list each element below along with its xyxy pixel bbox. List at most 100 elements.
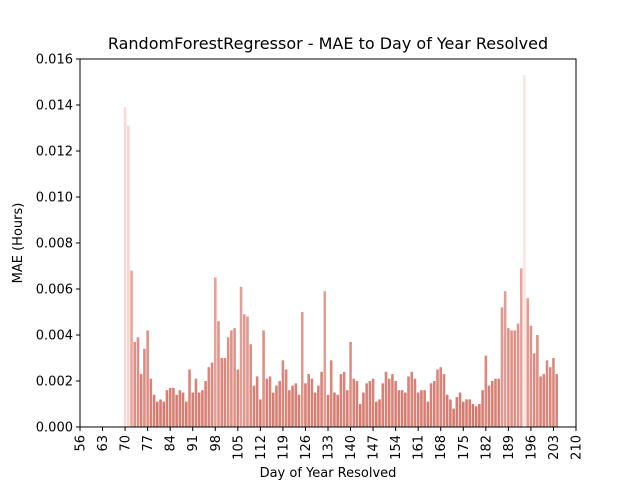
bar — [523, 75, 526, 427]
bar — [236, 369, 240, 427]
bar — [468, 399, 472, 427]
bar — [297, 394, 301, 427]
bar — [342, 371, 346, 427]
y-tick-label: 0.008 — [36, 237, 73, 252]
bar — [362, 392, 365, 427]
bar — [481, 390, 484, 427]
bar — [323, 291, 327, 427]
bar — [381, 383, 385, 427]
bar — [149, 378, 153, 427]
y-tick-label: 0.000 — [36, 421, 73, 436]
x-axis-label: Day of Year Resolved — [260, 466, 397, 480]
bar — [394, 381, 397, 427]
bar — [442, 374, 446, 427]
bar — [465, 399, 468, 427]
bar — [271, 392, 275, 427]
chart-title: RandomForestRegressor - MAE to Day of Ye… — [108, 34, 548, 53]
x-tick-label: 203 — [547, 435, 562, 460]
bar — [162, 401, 166, 427]
bar — [168, 387, 172, 427]
bar — [407, 376, 410, 427]
bar — [365, 383, 368, 427]
bar — [194, 378, 198, 427]
bar — [329, 360, 333, 427]
plot-frame — [79, 58, 577, 428]
bar — [529, 325, 533, 427]
x-tick-label: 133 — [322, 435, 337, 460]
x-tick-label: 98 — [209, 435, 224, 452]
bar — [152, 394, 156, 427]
y-tick-label: 0.002 — [36, 375, 73, 390]
x-tick-label: 154 — [389, 435, 404, 460]
bar — [313, 392, 317, 427]
x-tick-label: 140 — [344, 435, 359, 460]
y-tick-label: 0.016 — [36, 53, 73, 68]
bar — [519, 268, 523, 427]
bar — [259, 399, 262, 427]
bar — [213, 277, 217, 427]
y-tick-label: 0.010 — [36, 191, 73, 206]
bar — [555, 374, 558, 427]
bar — [378, 399, 381, 427]
x-tick-label: 210 — [570, 435, 585, 460]
bar — [552, 358, 555, 427]
bar — [249, 344, 252, 427]
bar — [536, 335, 539, 427]
bar — [265, 378, 269, 427]
bar — [432, 381, 436, 427]
bar — [478, 404, 481, 427]
x-tick-label: 63 — [96, 435, 111, 452]
bar — [349, 341, 352, 427]
bar — [542, 374, 546, 427]
bar — [320, 371, 323, 427]
bar — [136, 337, 140, 427]
bar — [165, 390, 169, 427]
bar — [500, 307, 504, 427]
y-tick-label: 0.012 — [36, 145, 73, 160]
bar — [387, 378, 391, 427]
bar — [458, 392, 462, 427]
bar — [307, 374, 310, 427]
bar — [397, 390, 401, 427]
bar — [410, 371, 414, 427]
bar — [494, 378, 497, 427]
bar — [384, 371, 388, 427]
bar — [336, 394, 339, 427]
bar — [123, 107, 127, 428]
bar — [439, 367, 443, 427]
bar — [474, 406, 478, 427]
bar — [172, 387, 175, 427]
bar — [127, 125, 130, 427]
x-tick-label: 196 — [524, 435, 539, 460]
bar — [487, 385, 491, 427]
bar — [497, 378, 500, 427]
bar — [513, 330, 517, 427]
x-tick-label: 77 — [141, 435, 156, 452]
bar — [420, 390, 423, 427]
bar — [223, 358, 227, 427]
bar — [413, 378, 417, 427]
bar — [526, 298, 529, 427]
bar — [545, 360, 549, 427]
x-tick-label: 119 — [276, 435, 291, 460]
bar — [503, 291, 507, 427]
bar — [455, 397, 459, 427]
bar — [275, 385, 278, 427]
bar — [471, 404, 475, 427]
bar — [252, 385, 256, 427]
bar — [510, 330, 513, 427]
bar — [146, 330, 149, 427]
x-tick-label: 105 — [231, 435, 246, 460]
bar — [339, 374, 343, 427]
bar — [461, 401, 465, 427]
x-tick-label: 168 — [434, 435, 449, 460]
bar — [139, 374, 143, 427]
y-axis-label: MAE (Hours) — [11, 203, 26, 284]
bar — [333, 392, 336, 427]
x-tick-label: 175 — [457, 435, 472, 460]
bar — [426, 401, 430, 427]
bar — [246, 316, 249, 427]
bar — [400, 390, 404, 427]
bar — [175, 394, 178, 427]
